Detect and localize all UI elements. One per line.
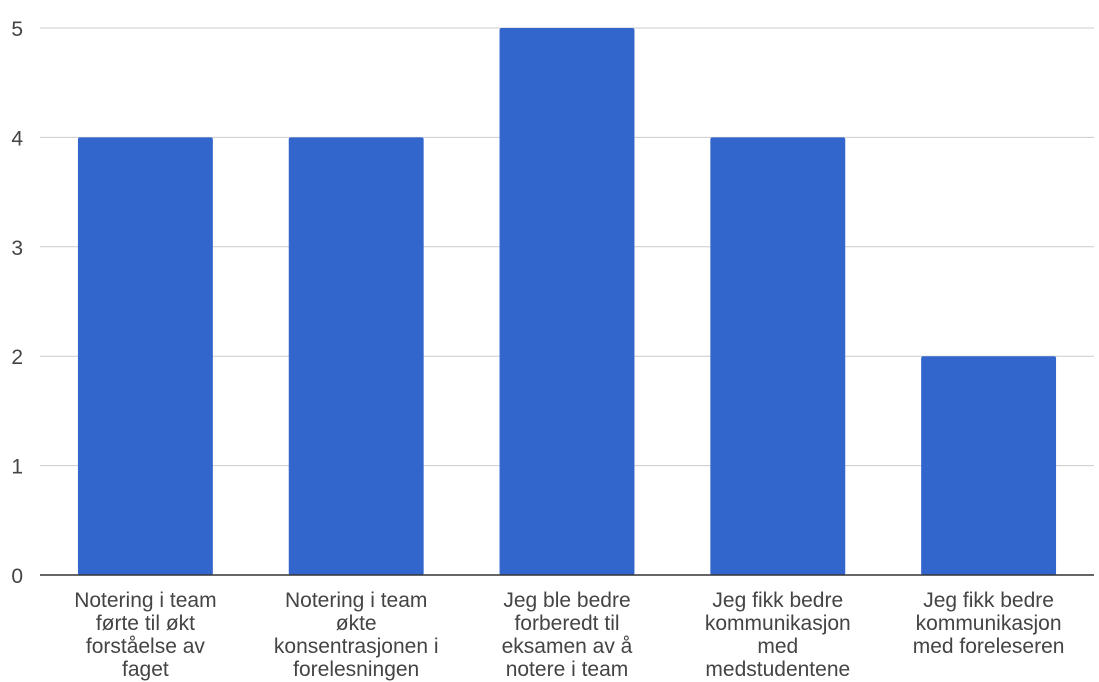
x-category-label: faget <box>122 658 169 681</box>
x-category-label: Notering i team <box>74 589 216 612</box>
x-category-label: forelesningen <box>293 658 419 681</box>
bar <box>710 137 846 575</box>
bar <box>921 356 1057 575</box>
x-category-label: med foreleseren <box>913 635 1065 658</box>
x-category-label: eksamen av å <box>502 635 633 658</box>
y-tick-label: 3 <box>11 237 23 260</box>
x-category-label: notere i team <box>506 658 629 681</box>
y-tick-label: 5 <box>11 18 23 41</box>
y-tick-labels: 0 1 2 3 4 5 <box>11 18 23 588</box>
bars <box>77 28 1057 575</box>
y-tick-label: 4 <box>11 127 23 150</box>
x-category-label: økte <box>336 612 377 635</box>
x-category-label: forberedt til <box>514 612 619 635</box>
y-tick-label: 0 <box>11 565 23 588</box>
x-category-label: med <box>757 635 798 658</box>
x-category-label: kommunikasjon <box>916 612 1062 635</box>
bar <box>499 28 635 575</box>
y-tick-label: 2 <box>11 346 23 369</box>
x-category-label: Jeg ble bedre <box>503 589 630 612</box>
x-category-label: Jeg fikk bedre <box>923 589 1054 612</box>
x-category-label: kommunikasjon <box>705 612 851 635</box>
bar <box>77 137 213 575</box>
x-category-label: Notering i team <box>285 589 427 612</box>
x-category-label: forståelse av <box>86 635 206 658</box>
x-category-label: medstudentene <box>705 658 850 681</box>
x-category-label: Jeg fikk bedre <box>712 589 843 612</box>
x-category-label: førte til økt <box>96 612 195 635</box>
bar <box>288 137 424 575</box>
y-tick-label: 1 <box>11 456 23 479</box>
x-category-label: konsentrasjonen i <box>274 635 439 658</box>
